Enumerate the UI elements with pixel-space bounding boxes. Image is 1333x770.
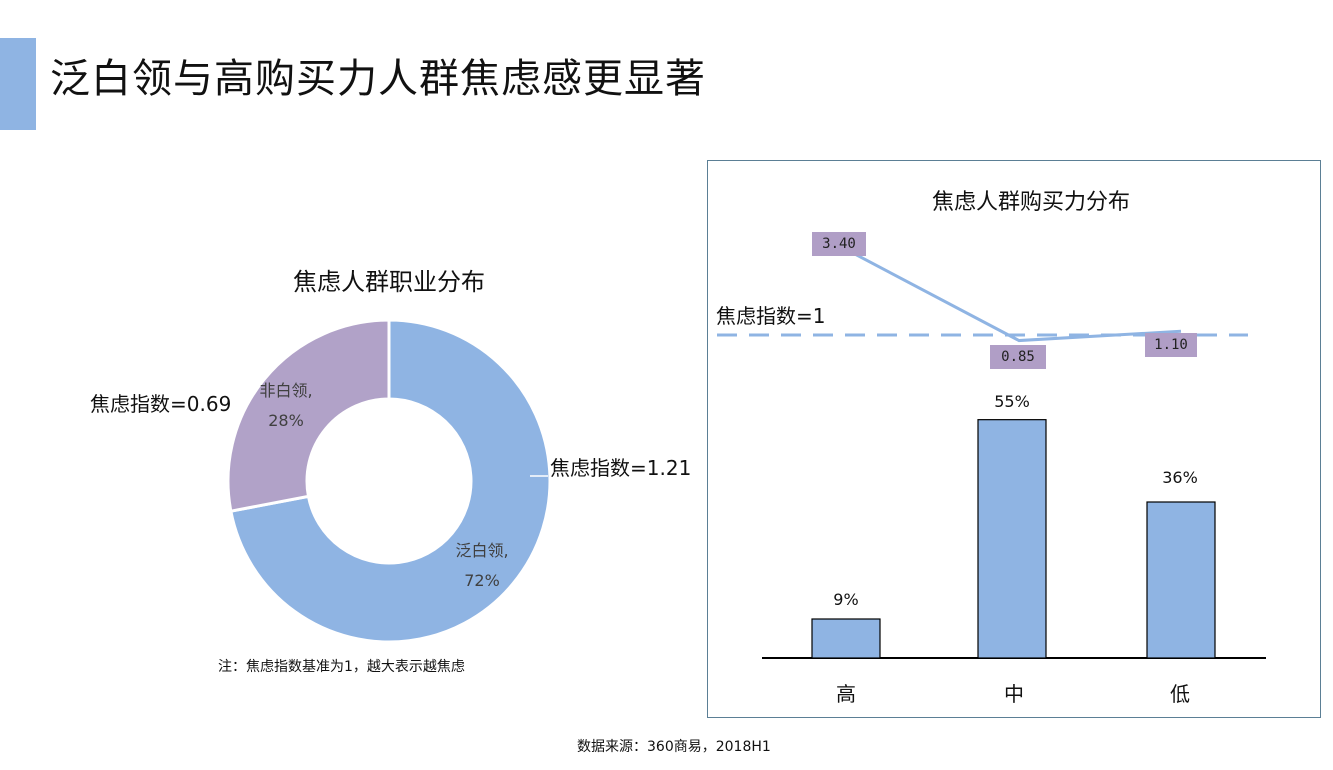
donut-slice [229, 318, 552, 644]
donut-slice-percent: 28% [268, 411, 304, 430]
bar-value-label: 36% [1162, 468, 1198, 487]
donut-chart-title: 焦虑人群职业分布 [293, 268, 485, 296]
chart-note: 注：焦虑指数基准为1，越大表示越焦虑 [218, 659, 465, 675]
line-value-label: 1.10 [1145, 333, 1197, 357]
bar-chart-title: 焦虑人群购买力分布 [931, 190, 1131, 215]
category-label: 中 [1004, 682, 1024, 706]
category-label: 高 [836, 682, 856, 706]
bar [811, 618, 881, 659]
page-title: 泛白领与高购买力人群焦虑感更显著 [50, 56, 706, 102]
anxiety-index-non-white-collar: 焦虑指数=0.69 [90, 392, 232, 416]
category-label: 低 [1170, 682, 1190, 706]
donut-slice-percent: 72% [464, 571, 500, 590]
donut-slice-name: 非白领, [259, 381, 313, 400]
donut-slice-label-white-collar: 泛白领, 72% [440, 536, 524, 596]
line-value-label: 3.40 [812, 232, 866, 256]
bar-value-label: 9% [833, 590, 859, 609]
bar-value-label: 55% [994, 392, 1030, 411]
title-accent-bar [0, 38, 36, 130]
donut-slice [226, 318, 391, 513]
data-source: 数据来源：360商易，2018H1 [577, 739, 771, 755]
bar [977, 419, 1047, 659]
line-value-label: 0.85 [990, 345, 1046, 369]
bar [1146, 501, 1216, 659]
anxiety-index-white-collar: 焦虑指数=1.21 [550, 456, 692, 480]
bar-chart-panel [707, 160, 1321, 718]
donut-slice-name: 泛白领, [455, 541, 509, 560]
threshold-label: 焦虑指数=1 [716, 304, 826, 328]
index-line [839, 244, 1182, 343]
donut-slice-label-non-white-collar: 非白领, 28% [246, 376, 326, 436]
